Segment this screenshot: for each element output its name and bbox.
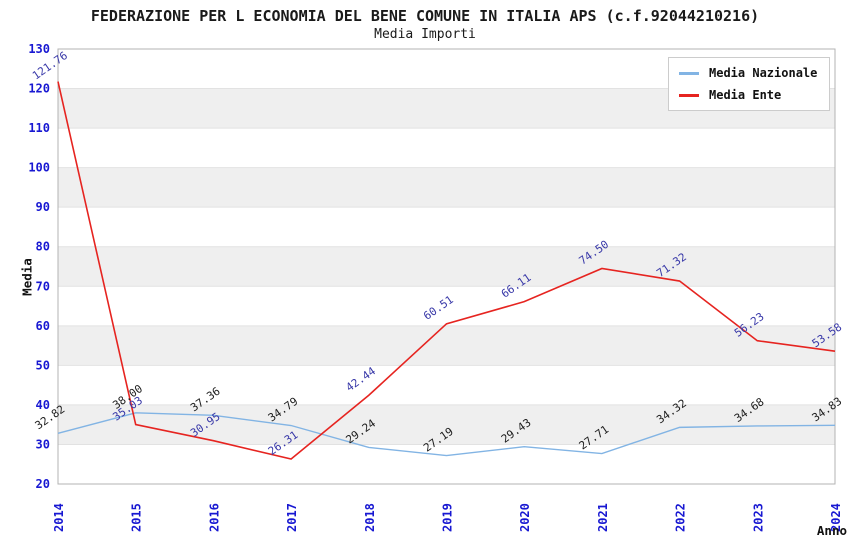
y-tick-label: 70 (36, 279, 50, 293)
series-line-media-nazionale (57, 412, 836, 457)
y-tick-label: 60 (36, 319, 50, 333)
x-tick-label: 2019 (441, 503, 455, 532)
grid-band (58, 167, 835, 208)
plot-border (57, 48, 836, 485)
legend-item-media-nazionale: Media Nazionale (679, 66, 817, 80)
x-tick-label: 2017 (285, 503, 299, 532)
data-label: 42.44 (343, 364, 378, 394)
y-tick-label: 100 (28, 161, 50, 175)
y-tick-label: 90 (36, 200, 50, 214)
x-tick-label: 2015 (130, 503, 144, 532)
x-tick-label: 2020 (518, 503, 532, 532)
x-tick-label: 2016 (207, 503, 221, 532)
x-tick-label: 2014 (52, 503, 66, 532)
grid-band (58, 246, 835, 287)
grid-band (58, 325, 835, 366)
y-tick-label: 130 (28, 42, 50, 56)
series-line-media-ente (57, 81, 836, 460)
y-tick-label: 120 (28, 82, 50, 96)
data-label: 60.51 (421, 293, 456, 323)
x-tick-label: 2021 (596, 503, 610, 532)
y-tick-label: 20 (36, 477, 50, 491)
chart-subtitle: Media Importi (374, 27, 476, 42)
x-tick-label: 2018 (363, 503, 377, 532)
legend-item-media-ente: Media Ente (679, 88, 817, 102)
y-tick-label: 40 (36, 398, 50, 412)
x-tick-label: 2024 (829, 503, 843, 532)
x-axis-title: Anno (816, 523, 847, 538)
legend-label-ente: Media Ente (709, 88, 782, 102)
legend-swatch-nazionale-icon (679, 71, 699, 75)
y-tick-label: 80 (36, 240, 50, 254)
x-tick-label: 2023 (751, 503, 765, 532)
x-tick-label: 2022 (674, 503, 688, 532)
y-axis-title: Media (19, 258, 35, 296)
legend: Media Nazionale Media Ente (668, 57, 831, 111)
grid-band (58, 404, 835, 445)
y-tick-label: 50 (36, 358, 50, 372)
legend-swatch-ente-icon (679, 93, 699, 97)
chart-title: FEDERAZIONE PER L ECONOMIA DEL BENE COMU… (90, 7, 760, 25)
y-tick-label: 110 (28, 121, 50, 135)
legend-label-nazionale: Media Nazionale (709, 66, 818, 80)
y-tick-label: 30 (36, 437, 50, 451)
